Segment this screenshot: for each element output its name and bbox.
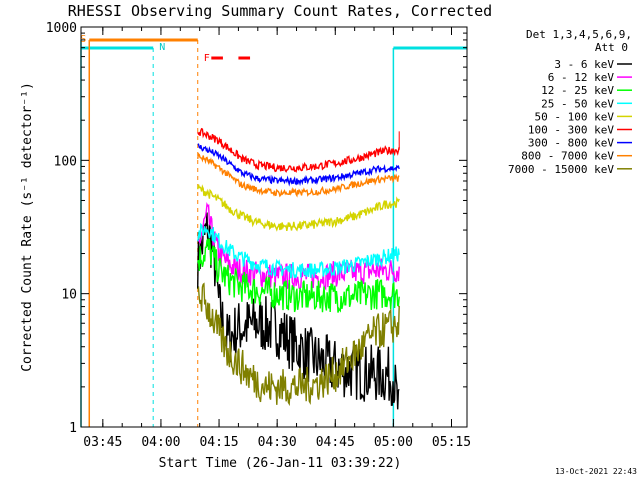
y-tick-label: 100	[54, 154, 77, 169]
series-line-5	[197, 184, 400, 232]
x-tick-label: 04:45	[316, 435, 355, 450]
night-label: N	[159, 42, 165, 53]
x-axis-label: Start Time (26-Jan-11 03:39:22)	[159, 456, 402, 471]
y-tick-label: 1000	[46, 21, 77, 36]
series-line-9	[197, 282, 400, 407]
flare-label: F	[204, 53, 210, 64]
y-tick-label: 1	[69, 421, 77, 436]
y-tick-label: 10	[61, 288, 77, 303]
x-tick-label: 04:30	[258, 435, 297, 450]
legend-label: 12 - 25 keV	[541, 84, 614, 97]
x-tick-label: 04:15	[199, 435, 238, 450]
series-line-4	[197, 222, 400, 279]
legend-title: Det 1,3,4,5,6,9,	[526, 28, 632, 41]
legend-label: 25 - 50 keV	[541, 97, 614, 110]
legend-label: 50 - 100 keV	[535, 110, 615, 123]
series-line-6	[197, 127, 400, 173]
x-tick-label: 05:15	[432, 435, 471, 450]
legend-label: 300 - 800 keV	[528, 137, 614, 150]
legend-label: 800 - 7000 keV	[521, 150, 614, 163]
axis-layer: 1 10 100 1000 03:45 04:00 04:15 04:30 04:45 05:00…	[46, 21, 471, 450]
series-line-1	[197, 212, 400, 410]
series-line-3	[197, 237, 400, 313]
legend-label: 3 - 6 keV	[554, 58, 614, 71]
x-tick-label: 05:00	[374, 435, 413, 450]
render-timestamp: 13-Oct-2021 22:43	[555, 467, 637, 476]
plot-frame	[80, 26, 468, 428]
legend-label: 100 - 300 keV	[528, 124, 614, 137]
series-line-7	[197, 143, 400, 187]
x-tick-label: 03:45	[83, 435, 122, 450]
x-tick-label: 04:00	[141, 435, 180, 450]
legend-label: 6 - 12 keV	[548, 71, 615, 84]
legend-label: 7000 - 15000 keV	[508, 163, 614, 176]
y-axis-label: Corrected Count Rate (s⁻¹ detector⁻¹)	[20, 82, 35, 372]
chart-title: RHESSI Observing Summary Count Rates, Co…	[68, 2, 492, 20]
series-line-2	[197, 202, 400, 291]
series-layer	[197, 127, 400, 410]
legend-subtitle: Att 0	[595, 41, 628, 54]
series-line-8	[197, 152, 400, 198]
